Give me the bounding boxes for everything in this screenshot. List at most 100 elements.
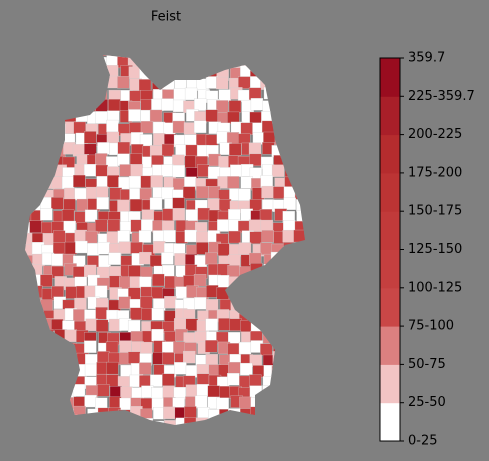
district xyxy=(106,131,120,145)
district xyxy=(73,121,86,135)
district xyxy=(119,340,132,353)
district xyxy=(183,297,196,311)
district xyxy=(182,186,196,199)
district xyxy=(119,164,132,177)
district xyxy=(173,386,187,400)
district xyxy=(73,174,86,188)
district xyxy=(138,79,152,92)
district xyxy=(185,209,198,222)
district xyxy=(120,386,133,400)
district xyxy=(272,186,286,199)
district xyxy=(74,187,87,201)
district xyxy=(163,230,176,243)
district xyxy=(106,361,119,375)
district xyxy=(149,109,163,123)
district xyxy=(185,144,198,158)
district xyxy=(84,340,97,353)
district xyxy=(64,187,77,201)
district xyxy=(173,88,186,101)
district xyxy=(248,142,262,155)
district xyxy=(217,275,230,288)
district xyxy=(228,100,242,113)
district xyxy=(227,176,240,189)
district xyxy=(271,164,285,177)
district xyxy=(64,241,78,255)
district xyxy=(183,350,196,364)
district xyxy=(73,309,86,322)
district xyxy=(185,384,199,397)
district xyxy=(152,230,166,243)
district xyxy=(227,373,240,386)
district xyxy=(226,132,240,145)
district xyxy=(130,219,143,233)
district xyxy=(194,331,207,344)
colorbar-label: 50-75 xyxy=(408,357,446,372)
colorbar-segment xyxy=(380,287,400,327)
colorbar-label: 200-225 xyxy=(408,127,462,142)
district xyxy=(162,385,176,399)
district xyxy=(75,240,88,254)
district xyxy=(240,176,253,189)
district xyxy=(197,164,210,177)
district xyxy=(205,134,219,147)
district xyxy=(260,175,273,188)
district xyxy=(230,164,243,177)
colorbar-segment xyxy=(380,326,400,365)
district xyxy=(138,230,152,243)
district xyxy=(164,420,177,425)
district xyxy=(238,341,252,355)
district xyxy=(61,176,75,189)
district xyxy=(84,163,97,177)
colorbar-segment xyxy=(380,134,400,174)
colorbar-label: 125-150 xyxy=(408,242,462,257)
district xyxy=(161,164,174,177)
district xyxy=(51,176,64,189)
district xyxy=(84,209,98,222)
district xyxy=(206,285,219,298)
district xyxy=(117,199,130,213)
district xyxy=(227,343,240,356)
district xyxy=(205,299,219,312)
district xyxy=(72,384,86,397)
district xyxy=(127,351,141,365)
district xyxy=(205,109,218,122)
district xyxy=(139,296,153,309)
district xyxy=(173,318,187,331)
map-title: Feist xyxy=(151,10,181,25)
district xyxy=(128,66,142,79)
district xyxy=(153,241,166,254)
colorbar-segment xyxy=(380,58,400,97)
district xyxy=(95,219,108,232)
district xyxy=(238,242,252,255)
district xyxy=(40,208,53,221)
district xyxy=(151,328,164,342)
district xyxy=(51,253,64,266)
district xyxy=(239,396,252,410)
district xyxy=(240,122,253,135)
district xyxy=(63,198,76,212)
district xyxy=(108,252,121,265)
district xyxy=(185,365,199,378)
district xyxy=(95,111,108,124)
district xyxy=(196,185,209,199)
district xyxy=(84,143,97,157)
district xyxy=(109,386,123,399)
district xyxy=(117,153,130,166)
district xyxy=(84,394,97,408)
district xyxy=(238,188,251,201)
district xyxy=(227,265,240,278)
district xyxy=(207,385,220,398)
district xyxy=(149,255,163,268)
colorbar-segment xyxy=(380,364,400,404)
district xyxy=(250,98,264,111)
district xyxy=(229,318,242,331)
district xyxy=(97,384,110,397)
district xyxy=(164,296,177,309)
district xyxy=(95,164,108,178)
district xyxy=(194,395,208,408)
district xyxy=(184,406,197,419)
district xyxy=(249,231,262,244)
district xyxy=(161,98,174,111)
district xyxy=(149,197,163,210)
district xyxy=(228,254,241,268)
